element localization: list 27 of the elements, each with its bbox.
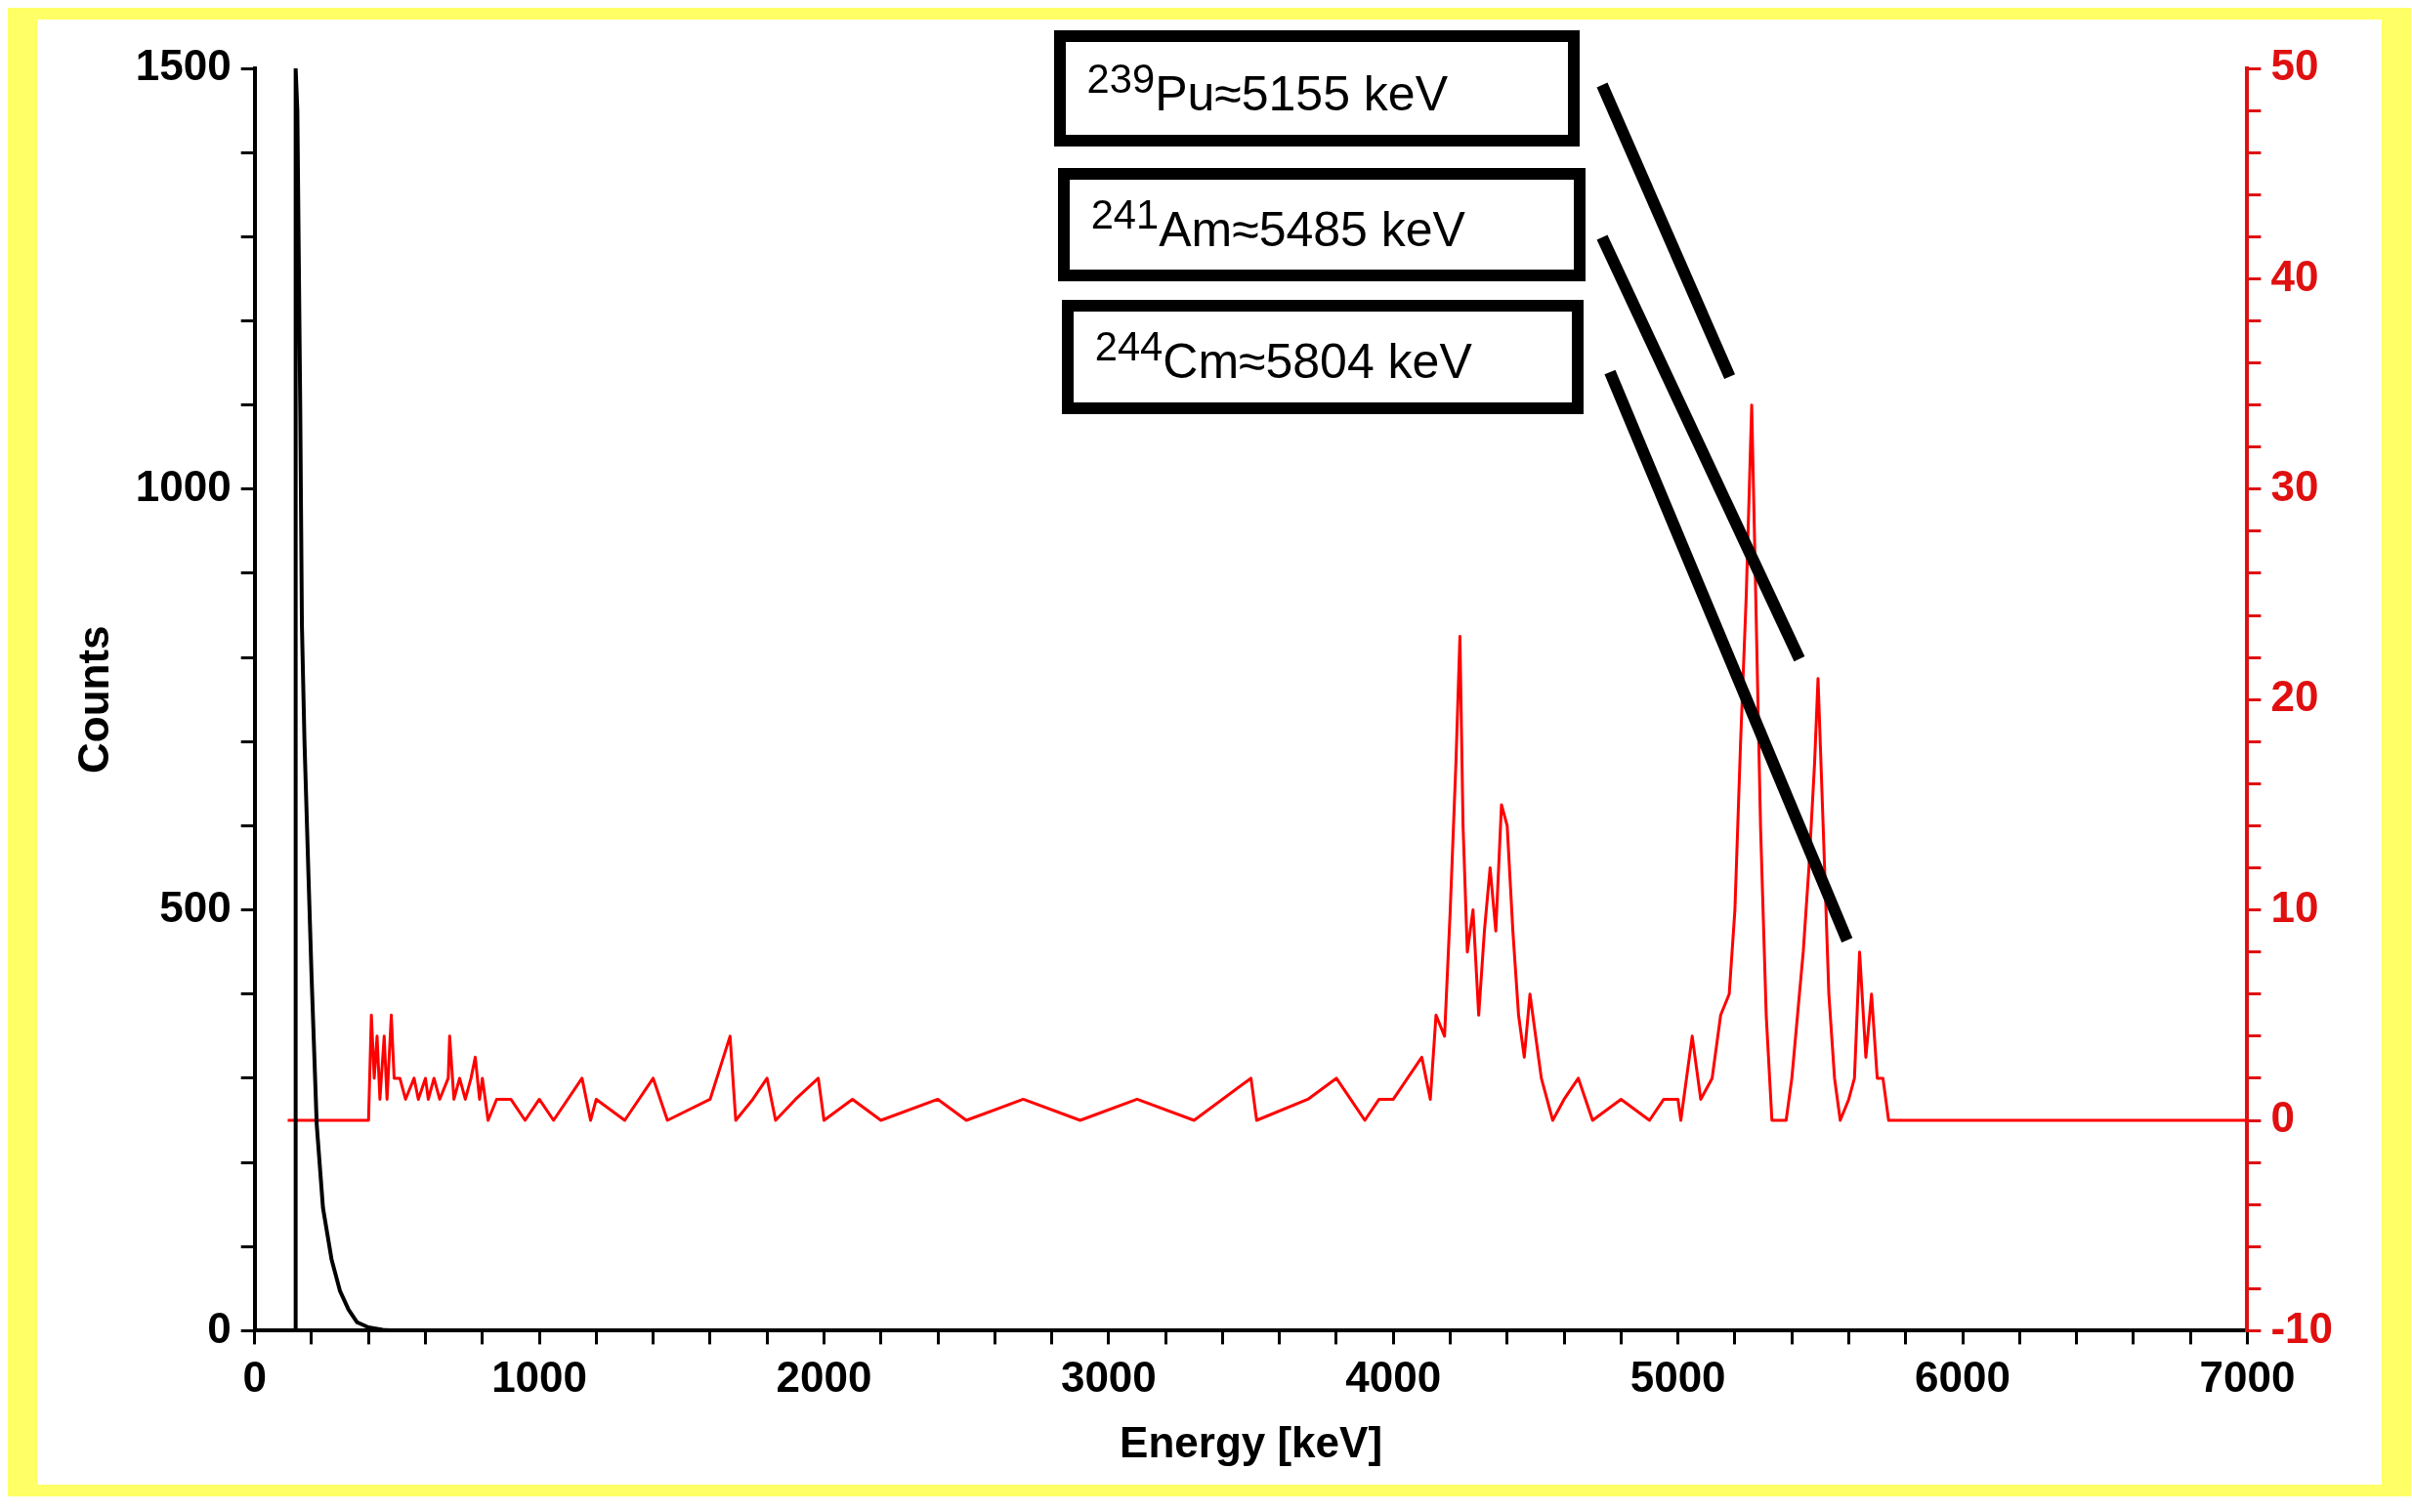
y2-tick-label: -10 <box>2270 1303 2333 1352</box>
x-tick-label: 4000 <box>1345 1352 1442 1401</box>
y-tick-label: 1000 <box>135 461 232 510</box>
callout-box: $^{244}$Cm≈5804 keV <box>1061 299 1585 415</box>
x-tick-label: 3000 <box>1060 1352 1157 1401</box>
x-tick-label: 2000 <box>776 1352 872 1401</box>
y2-tick-label: 20 <box>2270 672 2319 721</box>
y2-tick-label: 0 <box>2270 1093 2295 1142</box>
callout-box: $^{241}$Am≈5485 keV <box>1057 168 1587 282</box>
y-tick-label: 0 <box>207 1303 232 1352</box>
y2-tick-label: 30 <box>2270 461 2319 510</box>
x-tick-label: 0 <box>242 1352 267 1401</box>
y-tick-label: 1500 <box>135 41 232 90</box>
annotation: $^{241}$Am≈5485 keV <box>1090 191 1465 259</box>
y-tick-label: 500 <box>159 882 232 931</box>
x-tick-label: 6000 <box>1915 1352 2010 1401</box>
y2-tick-label: 50 <box>2270 41 2319 90</box>
x-tick-label: 1000 <box>491 1352 588 1401</box>
x-tick-label: 5000 <box>1629 1352 1726 1401</box>
annotation: $^{244}$Cm≈5804 keV <box>1094 323 1472 391</box>
y-axis-title: Counts <box>68 625 117 774</box>
x-tick-label: 7000 <box>2199 1352 2296 1401</box>
y2-tick-label: 40 <box>2270 251 2319 300</box>
x-axis-title: Energy [keV] <box>1120 1417 1383 1466</box>
y2-tick-label: 10 <box>2270 882 2319 931</box>
callout-box: $^{239}$Pu≈5155 keV <box>1053 30 1581 147</box>
annotation: $^{239}$Pu≈5155 keV <box>1086 55 1449 122</box>
